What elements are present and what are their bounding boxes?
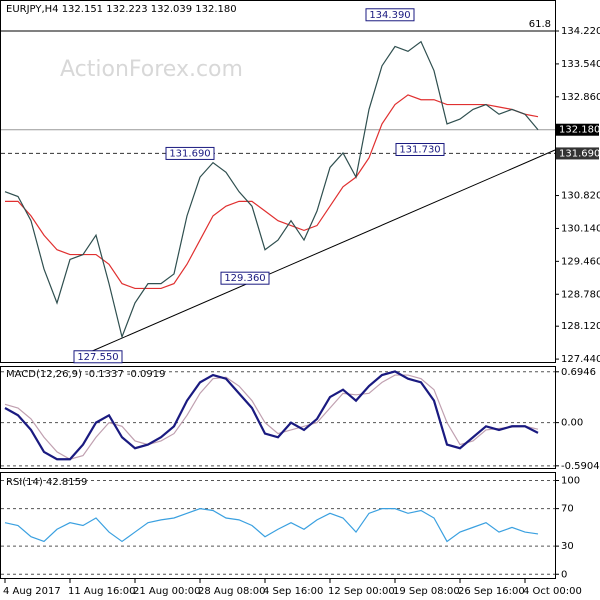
annotation-label: 131.690 [169, 148, 210, 159]
y-tick-label: 134.220 [561, 26, 600, 37]
annotation-box [395, 142, 445, 156]
y-tick-label: 0.00 [561, 418, 583, 429]
x-tick-label: 4 Aug 2017 [3, 586, 61, 597]
x-tick-label: 21 Aug 00:00 [133, 586, 200, 597]
y-tick-label: 0.6946 [561, 367, 596, 378]
level-box [556, 147, 599, 160]
x-tick-label: 4 Sep 16:00 [263, 586, 323, 597]
annotation-box [73, 350, 123, 364]
series-line [4, 370, 539, 461]
fib-label: 61.8 [529, 19, 551, 30]
y-tick-label: 0 [561, 569, 567, 580]
y-tick-label: 129.460 [561, 256, 600, 267]
x-tick-label: 12 Sep 00:00 [328, 586, 395, 597]
annotation-label: 127.550 [77, 352, 118, 363]
watermark: ActionForex.com [60, 57, 243, 82]
annotation-box [220, 271, 270, 285]
x-tick-label: 19 Sep 08:00 [393, 586, 460, 597]
main-frame [0, 0, 556, 363]
level-box [556, 123, 599, 136]
y-tick-label: 100 [561, 476, 580, 487]
level-label: 131.690 [559, 148, 600, 159]
x-tick-label: 26 Sep 16:00 [458, 586, 525, 597]
y-tick-label: 130.820 [561, 191, 600, 202]
macd-frame [0, 366, 556, 469]
annotation-box [365, 8, 415, 22]
y-tick-label: 70 [561, 504, 574, 515]
rsi-frame [0, 472, 556, 579]
y-tick-label: 130.140 [561, 223, 600, 234]
series-line [4, 40, 539, 339]
y-tick-label: 128.120 [561, 321, 600, 332]
series-line [5, 94, 539, 290]
x-tick-label: 28 Aug 08:00 [198, 586, 265, 597]
y-tick-label: 133.540 [561, 59, 600, 70]
main-title: EURJPY,H4 132.151 132.223 132.039 132.18… [6, 4, 237, 15]
annotation-box [165, 146, 215, 160]
annotation-label: 129.360 [224, 273, 265, 284]
x-tick-label: 4 Oct 00:00 [523, 586, 582, 597]
trendline [89, 149, 556, 353]
annotation-label: 131.730 [399, 144, 440, 155]
annotation-label: 134.390 [369, 10, 410, 21]
y-tick-label: 128.780 [561, 289, 600, 300]
macd-title: MACD(12,26,9) -0.1337 -0.0919 [6, 369, 166, 380]
y-tick-label: 127.440 [561, 354, 600, 365]
rsi-title: RSI(14) 42.8159 [6, 477, 87, 488]
level-label: 132.180 [559, 125, 600, 136]
series-line [4, 374, 539, 460]
x-tick-label: 11 Aug 16:00 [68, 586, 135, 597]
y-tick-label: -0.5904 [561, 461, 600, 472]
y-tick-label: 30 [561, 541, 574, 552]
y-tick-label: 132.860 [561, 92, 600, 103]
series-line [4, 508, 539, 543]
